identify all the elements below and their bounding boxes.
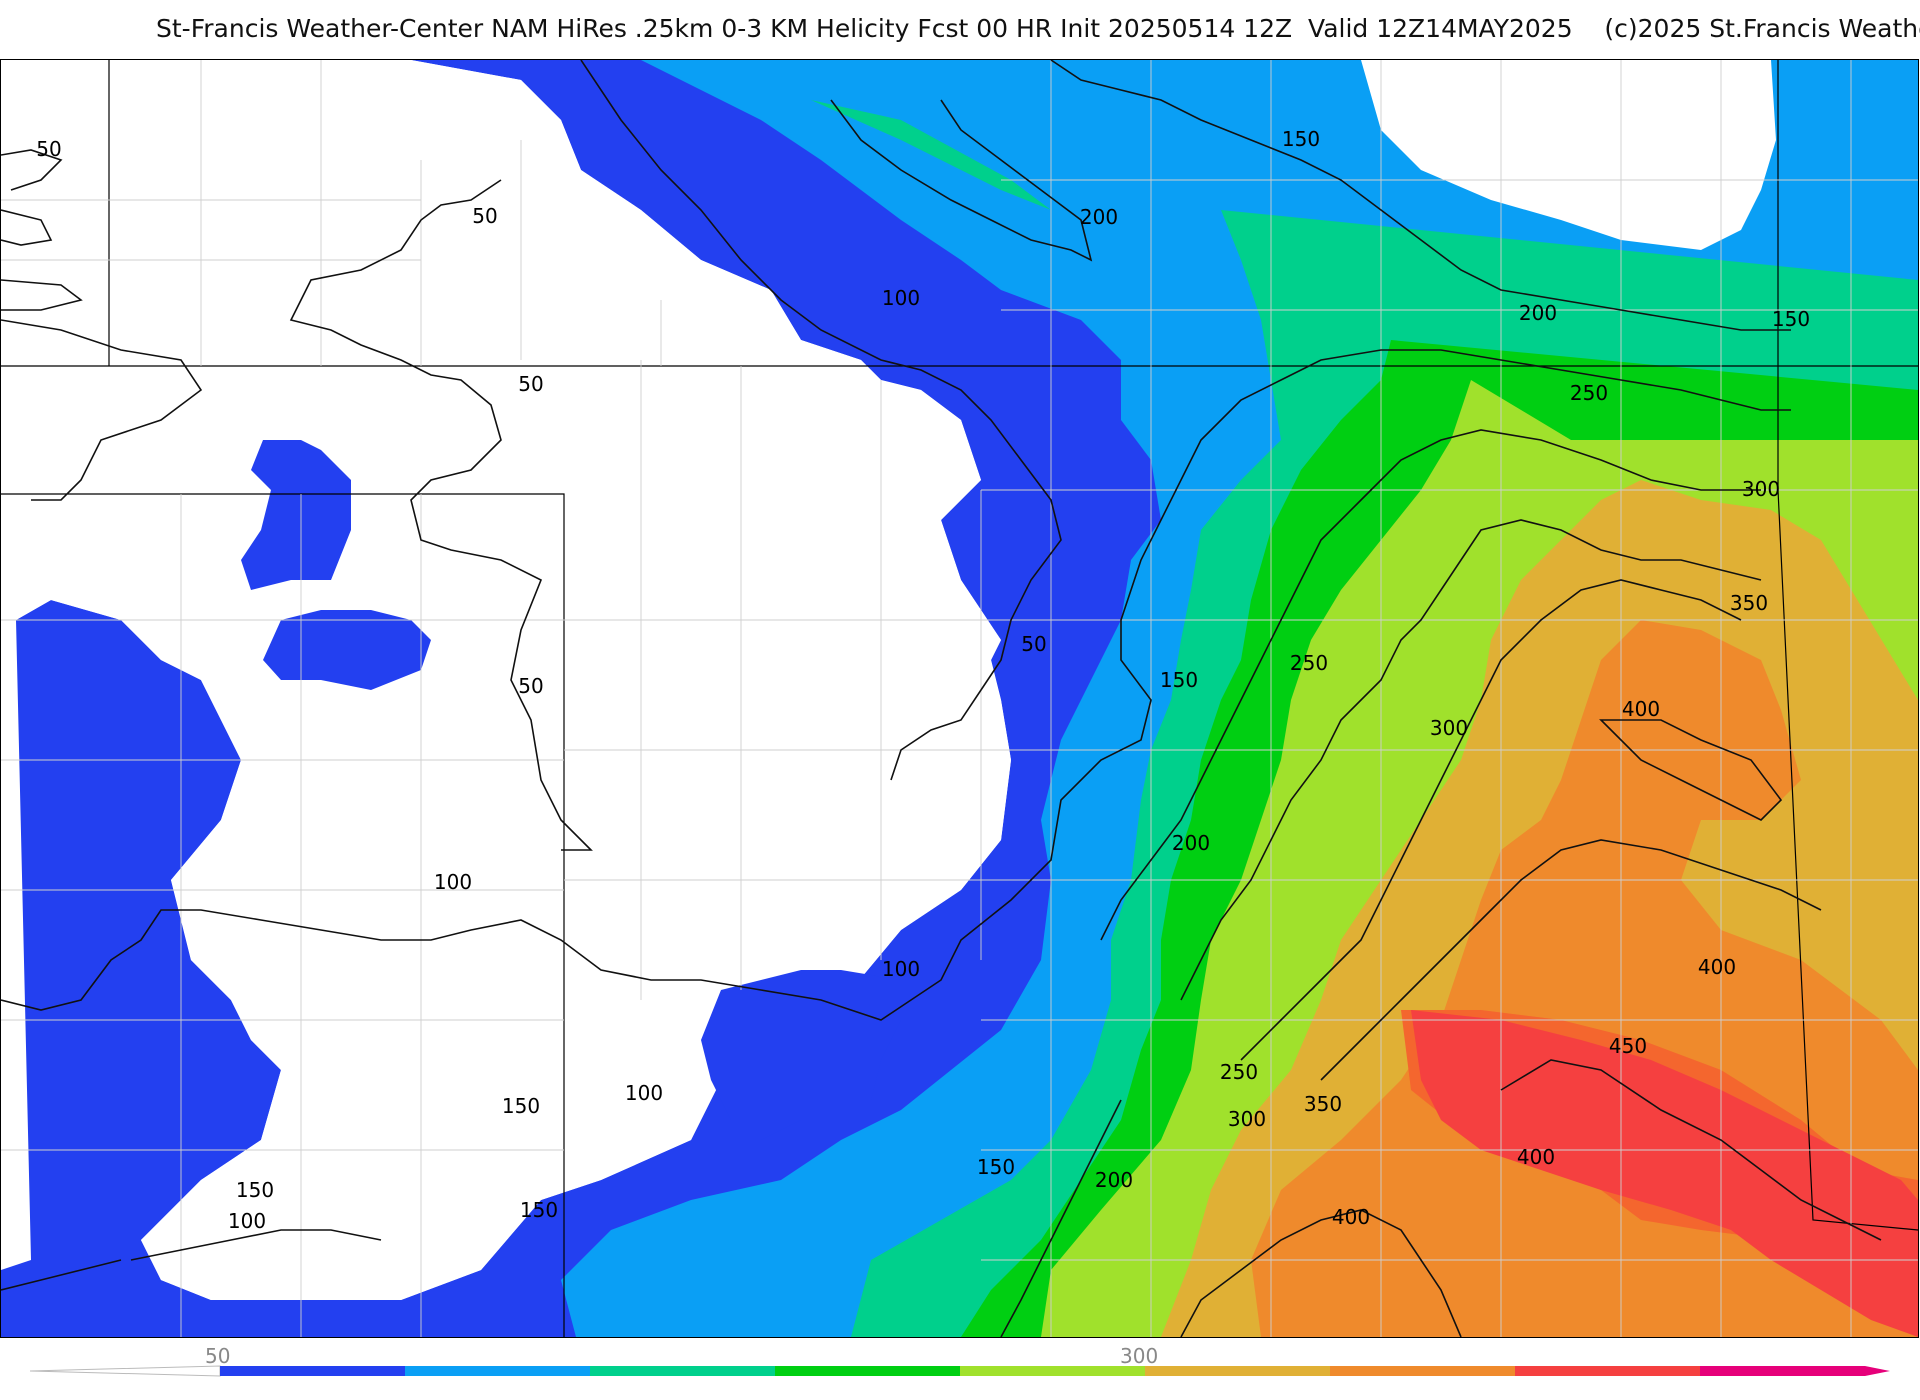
contour-label: 400 [1698,955,1736,979]
helicity-fill-bands [1,60,1918,1337]
state-borders [1,60,1918,1337]
contour-label: 200 [1519,301,1557,325]
contour-label: 100 [882,286,920,310]
colorbar-tick-300: 300 [1120,1344,1159,1368]
contour-label: 50 [1021,632,1046,656]
contour-label: 400 [1332,1205,1370,1229]
contour-label: 50 [472,204,497,228]
contour-label: 450 [1609,1034,1647,1058]
contour-labels: 50 50 50 50 50 100 100 100 100 100 150 150 150 150 150… [36,127,1810,1233]
band-50-100-blob-a [241,440,351,590]
band-50-100-blob-b [263,610,431,690]
colorbar-segment [1515,1366,1700,1376]
contour-label: 150 [502,1094,540,1118]
contour-label: 300 [1430,716,1468,740]
contour-label: 200 [1095,1168,1133,1192]
contour-label: 50 [36,137,61,161]
contour-label: 150 [1282,127,1320,151]
band-50-100-se-lobe [701,970,901,1140]
contour-label: 100 [228,1209,266,1233]
colorbar-segment [405,1366,590,1376]
helicity-map: 50 50 50 50 50 100 100 100 100 100 150 150 150 150 150… [0,59,1919,1338]
colorbar [30,1365,1890,1377]
colorbar-segment [590,1366,775,1376]
colorbar-segment [220,1366,405,1376]
contour-label: 150 [236,1178,274,1202]
contour-label: 350 [1304,1092,1342,1116]
contour-lines [1,60,1882,1337]
band-450-500 [1411,1010,1918,1337]
contour-label: 400 [1622,697,1660,721]
contour-label: 50 [518,674,543,698]
colorbar-segment [1145,1366,1330,1376]
contour-label: 100 [625,1081,663,1105]
contour-label: 150 [1160,668,1198,692]
colorbar-segment [1330,1366,1515,1376]
contour-label: 100 [434,870,472,894]
contour-label: 50 [518,372,543,396]
colorbar-tick-50: 50 [205,1344,231,1368]
colorbar-high-arrow [1700,1366,1890,1376]
colorbar-segments [30,1365,1890,1377]
county-lines [1,60,1918,1337]
contour-label: 250 [1290,651,1328,675]
contour-label: 100 [882,957,920,981]
contour-label: 250 [1220,1060,1258,1084]
colorbar-segment [775,1366,960,1376]
contour-label: 300 [1742,477,1780,501]
contour-label: 200 [1172,831,1210,855]
contour-label: 300 [1228,1107,1266,1131]
contour-label: 400 [1517,1145,1555,1169]
contour-label: 150 [520,1198,558,1222]
colorbar-segment [960,1366,1145,1376]
map-title-text: St-Francis Weather-Center NAM HiRes .25k… [156,14,1920,43]
contour-label: 350 [1730,591,1768,615]
contour-label: 150 [1772,307,1810,331]
contour-label: 200 [1080,205,1118,229]
contour-label: 150 [977,1155,1015,1179]
contour-label: 250 [1570,381,1608,405]
band-below-50-ne [1361,60,1776,250]
colorbar-low-arrow [30,1365,221,1377]
map-title: St-Francis Weather-Center NAM HiRes .25k… [0,14,1920,54]
